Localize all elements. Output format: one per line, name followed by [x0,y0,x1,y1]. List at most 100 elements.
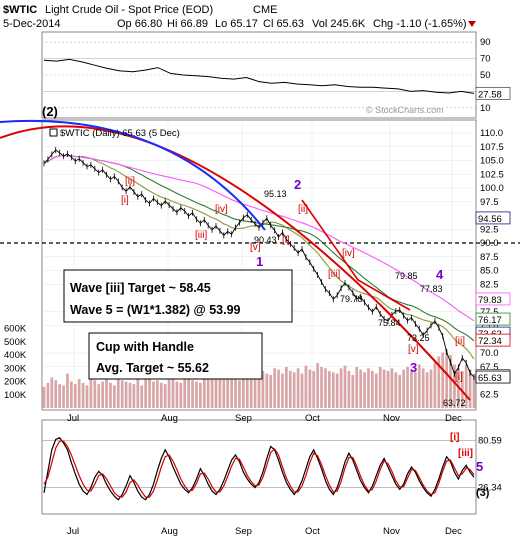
volume-bar [288,370,292,408]
month-label-bottom: Nov [383,526,400,537]
volume-bar [77,378,81,408]
target-annotation: Wave [iii] Target ~ 58.45 Wave 5 = (W1*1… [63,269,293,323]
volume-tick-label: 400K [4,350,27,361]
target-box [63,269,293,323]
volume-bar [285,366,288,408]
volume-bar [292,372,296,408]
volume-bar [183,373,187,408]
volume-bar [238,380,241,408]
right-value-label: 94.56 [478,214,502,225]
volume-bar [245,373,249,408]
primary-wave-label: 1 [256,254,263,269]
volume-bar [394,372,398,408]
volume-bar [460,370,464,408]
volume-bar [116,374,120,408]
price-annotation: 90.43 [254,235,277,245]
volume-bar [453,364,456,408]
cup-handle-box [88,332,263,380]
ma-long [43,155,475,322]
volume-bar [472,375,476,408]
right-value-label: 65.63 [478,373,502,384]
volume-layer [42,349,476,408]
volume-bar [42,386,46,408]
volume-bar [242,376,245,408]
indicator-tick-label: 90 [480,37,491,48]
volume-bar [304,365,308,408]
open-label: Op 66.80 [117,18,162,30]
osc-wave-label: [i] [450,432,459,443]
osc-slow-line [43,440,475,498]
volume-bar [206,376,210,408]
osc-wave-label: [iii] [458,448,473,459]
red-wave-label: [v] [408,344,419,355]
volume-bar [230,377,233,408]
month-label-top: Dec [445,413,462,424]
osc-fast-line [43,437,475,501]
indicator-value-box [475,86,511,100]
price-annotation: 79.85 [395,271,418,281]
volume-bar [269,374,273,408]
red-wave-label: [v] [250,242,261,253]
month-label-top: Aug [161,413,178,424]
price-annotation: 63.72 [443,398,466,408]
legend-text: $WTIC (Daily) 65.63 (5 Dec) [60,128,180,139]
top-indicator [43,58,475,94]
volume-bar [468,369,472,408]
axis-labels: 907050301027.58110.0107.5105.0102.5100.0… [4,37,511,537]
volume-bar [167,376,171,408]
wave-iii-target: Wave [iii] Target ~ 58.45 [70,281,211,295]
volume-bar [363,372,366,408]
price-tick-label: 85.0 [480,266,499,277]
indicator-line [43,58,475,94]
volume-bar [202,374,206,408]
volume-bar [54,380,58,408]
right-value-label: 79.83 [478,295,502,306]
volume-bar [171,378,175,408]
volume-bar [343,365,347,408]
right-value-box [475,333,511,347]
volume-bar [73,384,77,408]
volume-bar [156,380,159,408]
volume-bar [273,368,276,408]
volume-bar [347,370,351,408]
right-value-label: 72.34 [478,336,502,347]
volume-bar [406,366,409,408]
volume-bar [308,369,312,408]
volume-bar [312,370,316,408]
volume-bar [70,381,73,408]
volume-bar [97,384,101,408]
month-label-bottom: Aug [161,526,178,537]
month-label-bottom: Dec [445,526,462,537]
price-tick-label: 102.5 [480,169,504,180]
volume-bar [66,373,69,408]
month-label-top: Oct [305,413,320,424]
volume-bar [414,372,417,408]
volume-bar [113,385,116,408]
volume-bar [359,369,362,408]
price-tick-label: 70.0 [480,348,499,359]
volume-bar [195,381,198,408]
volume-bar [421,368,425,408]
volume-bar [93,380,97,408]
volume-bar [265,373,269,408]
volume-bar [58,384,61,408]
volume-bar [249,374,253,408]
price-annotation: 95.13 [264,189,287,199]
osc-tick-label: 80.59 [478,436,502,447]
volume-bar [159,382,163,408]
cup-handle-annotation: Cup with Handle Avg. Target ~ 55.62 [88,332,263,380]
primary-wave-label: 3 [410,360,417,375]
cup-handle-title: Cup with Handle [96,340,194,354]
volume-bar [175,381,179,408]
volume-bar [163,384,167,408]
legend-swatch [49,128,58,137]
red-wave-label: [iv] [342,248,355,259]
volume-bar [281,373,284,408]
cup-handle-target: Avg. Target ~ 55.62 [96,361,209,375]
volume-bar [261,370,265,408]
volume-bar [429,369,433,408]
month-label-bottom: Jul [67,526,79,537]
exchange-label: CME [253,4,277,16]
